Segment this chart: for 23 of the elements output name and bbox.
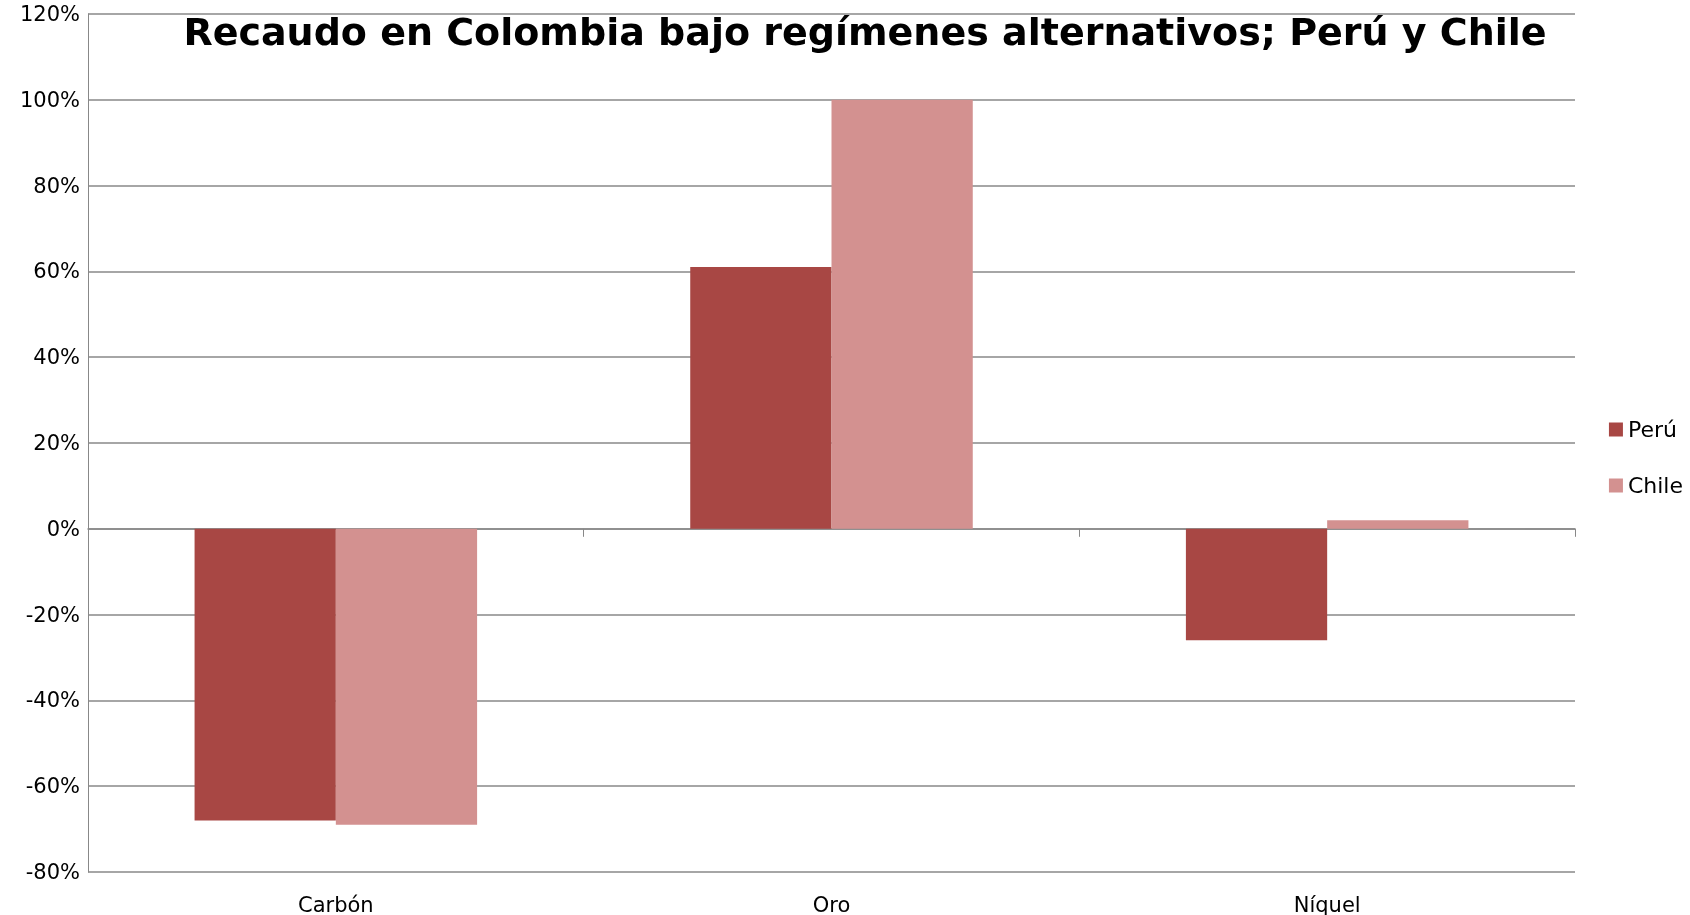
legend-label: Chile <box>1627 473 1684 498</box>
y-tick-label: 80% <box>33 173 80 198</box>
bar <box>690 267 832 529</box>
y-tick-label: -40% <box>25 688 80 713</box>
y-tick-label: 60% <box>33 259 80 284</box>
bar <box>831 99 973 529</box>
bar <box>1327 520 1469 529</box>
y-tick-label: -60% <box>25 774 80 799</box>
x-tick-label: Carbón <box>298 892 374 915</box>
bar <box>335 528 478 825</box>
x-tick-label: Níquel <box>1293 892 1361 915</box>
y-tick-label: -20% <box>25 602 80 627</box>
y-tick-label: 100% <box>19 87 80 112</box>
y-tick-label: 120% <box>19 2 80 26</box>
y-tick-label: -80% <box>25 860 80 884</box>
legend-label: Perú <box>1627 417 1677 442</box>
chart-title: Recaudo en Colombia bajo regímenes alternativos; Perú y Chile <box>183 10 1547 54</box>
y-tick-label: 0% <box>46 516 80 541</box>
x-tick-label: Oro <box>812 892 851 915</box>
bar <box>194 528 336 821</box>
bar <box>1185 528 1328 641</box>
y-tick-label: 40% <box>33 345 80 370</box>
y-tick-label: 20% <box>33 431 80 455</box>
